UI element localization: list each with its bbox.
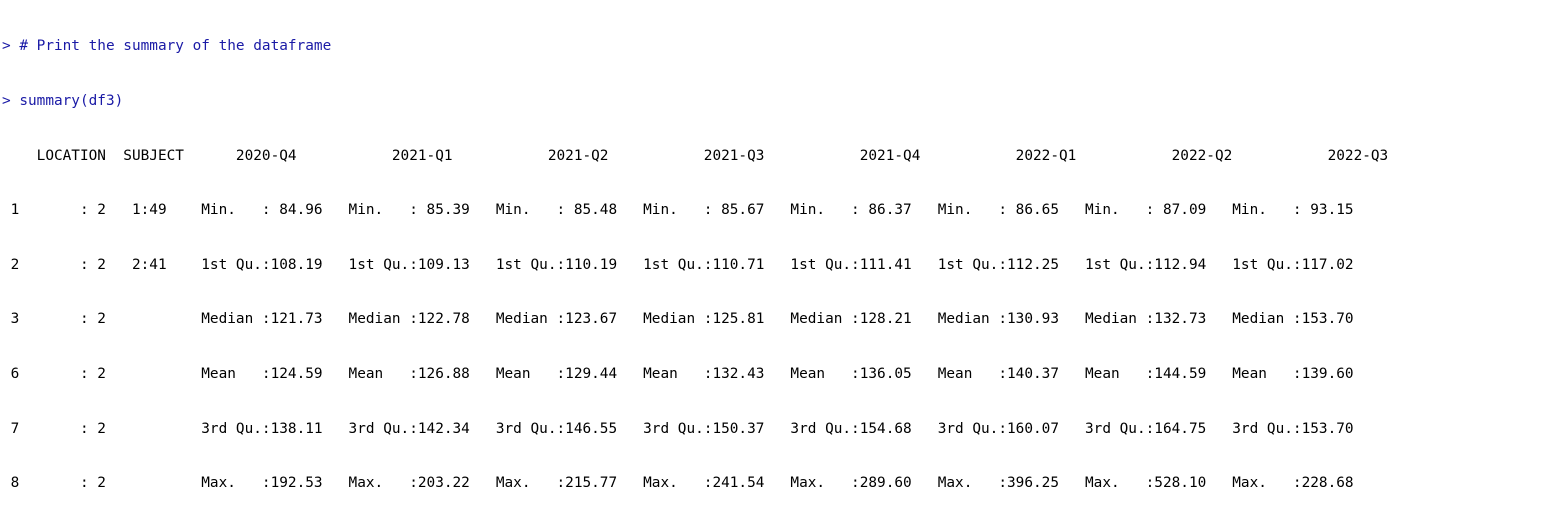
summary-header-row: LOCATION SUBJECT 2020-Q4 2021-Q1 2021-Q2… <box>2 147 1432 164</box>
summary-row: 3 : 2 Median :121.73 Median :122.78 Medi… <box>2 311 1371 328</box>
summary-row: 7 : 2 3rd Qu.:138.11 3rd Qu.:142.34 3rd … <box>2 420 1371 437</box>
summary-row: 6 : 2 Mean :124.59 Mean :126.88 Mean :12… <box>2 365 1371 382</box>
console-command-line: > # Print the summary of the dataframe <box>2 38 332 55</box>
console-command-line: > summary(df3) <box>2 93 124 109</box>
summary-row: 8 : 2 Max. :192.53 Max. :203.22 Max. :21… <box>2 475 1371 492</box>
summary-row: 1 : 2 1:49 Min. : 84.96 Min. : 85.39 Min… <box>2 202 1371 219</box>
summary-row: 2 : 2 2:41 1st Qu.:108.19 1st Qu.:109.13… <box>2 256 1371 273</box>
